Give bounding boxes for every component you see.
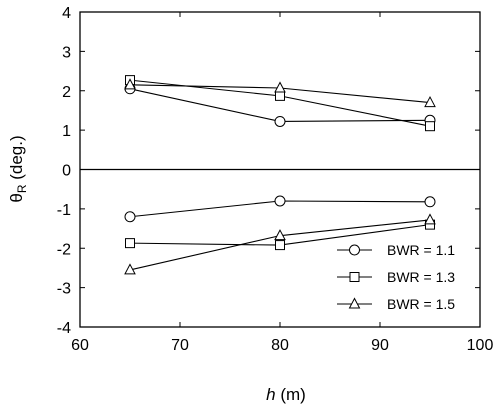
x-tick-label: 70 — [171, 337, 189, 354]
series-circle — [124, 83, 436, 223]
legend-label: BWR = 1.1 — [387, 242, 455, 258]
legend-item: BWR = 1.1 — [337, 242, 455, 258]
legend-item: BWR = 1.3 — [337, 269, 455, 285]
y-tick-label: -3 — [57, 281, 71, 298]
data-point-square — [125, 238, 135, 249]
legend-label: BWR = 1.5 — [387, 296, 455, 312]
data-point-square — [275, 90, 285, 101]
data-point-triangle — [274, 81, 286, 93]
data-point-triangle — [424, 95, 436, 108]
x-tick-label: 80 — [271, 337, 289, 354]
series-square — [125, 75, 435, 251]
y-tick-label: 2 — [62, 84, 71, 101]
legend-marker-circle — [349, 244, 360, 256]
series — [124, 75, 436, 275]
x-axis-label: h (m) — [266, 385, 306, 404]
axes: 60 70 80 90 100 -4 -3 -2 -1 0 1 2 3 4 — [57, 5, 494, 354]
y-tick-label: 0 — [62, 163, 71, 180]
x-tick-label: 60 — [71, 337, 89, 354]
y-tick-label: 1 — [62, 123, 71, 140]
data-point-triangle — [124, 263, 136, 275]
data-point-circle — [424, 196, 436, 208]
legend: BWR = 1.1 BWR = 1.3 BWR = 1.5 — [337, 242, 455, 312]
y-tick-label: -2 — [57, 241, 71, 258]
y-tick-label: 4 — [62, 5, 71, 22]
y-tick-label: -4 — [57, 320, 71, 337]
y-tick-label: 3 — [62, 44, 71, 61]
data-point-triangle — [274, 229, 286, 241]
y-axis-label: θR (deg.) — [7, 135, 29, 202]
data-point-circle — [274, 115, 286, 127]
series-triangle — [124, 78, 436, 275]
data-point-triangle — [424, 213, 436, 225]
data-point-circle — [124, 211, 136, 223]
x-tick-label: 90 — [371, 337, 389, 354]
data-point-square — [275, 240, 285, 251]
data-point-square — [425, 121, 435, 132]
legend-marker-triangle — [348, 297, 361, 309]
x-tick-label: 100 — [467, 337, 494, 354]
data-point-circle — [274, 195, 286, 207]
legend-marker-square — [349, 272, 360, 282]
y-tick-label: -1 — [57, 202, 71, 219]
legend-label: BWR = 1.3 — [387, 269, 455, 285]
data-point-triangle — [124, 78, 136, 90]
legend-item: BWR = 1.5 — [337, 296, 455, 312]
